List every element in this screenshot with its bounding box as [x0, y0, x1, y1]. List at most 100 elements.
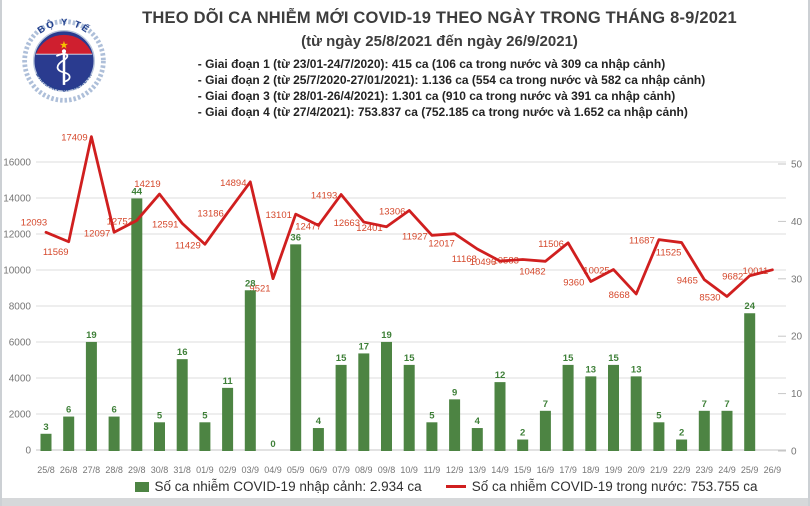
bar-value-label: 11 — [223, 376, 234, 387]
x-axis-label: 19/9 — [605, 465, 623, 475]
x-axis-label: 09/8 — [378, 465, 396, 475]
bar-value-label: 4 — [316, 416, 322, 427]
imported-bar-swatch — [134, 481, 149, 492]
imported-cases-bar — [426, 422, 438, 451]
legend-domestic-label: Số ca nhiễm COVID-19 trong nước: 753.755… — [471, 479, 758, 494]
bar-value-label: 19 — [86, 330, 97, 341]
line-point-label: 10025 — [583, 266, 609, 277]
imported-cases-bar — [403, 364, 415, 451]
imported-cases-bar — [608, 364, 619, 451]
header: THEO DÕI CA NHIỄM MỚI COVID-19 THEO NGÀY… — [117, 9, 762, 121]
line-point-label: 8668 — [609, 290, 630, 301]
imported-cases-bar — [539, 410, 551, 451]
line-point-label: 17409 — [61, 133, 87, 144]
line-point-label: 13306 — [379, 206, 405, 217]
x-axis-label: 21/9 — [650, 465, 668, 475]
bar-value-label: 5 — [429, 410, 435, 421]
x-axis-label: 31/8 — [173, 465, 191, 475]
line-point-label: 11687 — [629, 236, 655, 247]
x-axis-label: 04/9 — [264, 465, 282, 475]
x-axis-label: 08/9 — [355, 465, 373, 475]
imported-cases-bar — [471, 428, 483, 451]
legend-imported-label: Số ca nhiễm COVID-19 nhập cảnh: 2.934 ca — [154, 479, 422, 494]
line-point-label: 12591 — [152, 219, 178, 230]
chart-legend: Số ca nhiễm COVID-19 nhập cảnh: 2.934 ca… — [2, 479, 808, 494]
imported-cases-bar — [630, 376, 642, 451]
x-axis-label: 03/9 — [242, 465, 260, 475]
imported-cases-bar — [562, 364, 574, 451]
x-axis-label: 20/9 — [627, 465, 645, 475]
logo-red-segment — [35, 34, 93, 55]
ministry-of-health-logo: ★ BỘ Y TẾ MINISTRY OF HEALTH — [22, 17, 106, 103]
x-axis-label: 27/8 — [83, 465, 101, 475]
line-point-label: 14193 — [311, 191, 337, 202]
line-point-label: 9682 — [722, 272, 743, 283]
bar-value-label: 7 — [702, 399, 707, 410]
bar-value-label: 16 — [177, 347, 188, 358]
x-axis-label: 25/8 — [37, 465, 55, 475]
x-axis-label: 02/9 — [219, 465, 237, 475]
left-axis-label: 12000 — [3, 230, 31, 241]
line-point-label: 8530 — [699, 292, 720, 303]
phase-line-4: - Giai đoạn 4 (từ 27/4/2021): 753.837 ca… — [197, 105, 688, 119]
x-axis-label: 24/9 — [718, 465, 736, 475]
imported-cases-bar — [290, 244, 302, 451]
bar-value-label: 9 — [452, 387, 457, 398]
line-point-label: 13186 — [197, 209, 223, 220]
imported-cases-bar — [653, 422, 665, 451]
bar-value-label: 36 — [290, 232, 301, 243]
bar-value-label: 5 — [656, 410, 662, 421]
line-point-label: 12093 — [21, 217, 47, 228]
page-title: THEO DÕI CA NHIỄM MỚI COVID-19 THEO NGÀY… — [142, 9, 737, 27]
x-axis-label: 30/8 — [151, 465, 169, 475]
imported-cases-bar — [585, 376, 597, 451]
covid-combo-chart: 0 2000 4000 6000 8000 10000 12000 14000 16000 0 10… — [3, 133, 803, 475]
x-axis-label: 15/9 — [514, 465, 532, 475]
imported-cases-bar — [154, 422, 165, 451]
right-axis-label: 20 — [791, 332, 803, 343]
legend-item-domestic: Số ca nhiễm COVID-19 trong nước: 753.755… — [445, 479, 758, 494]
bar-value-label: 7 — [543, 399, 548, 410]
x-axis-label: 29/8 — [128, 465, 146, 475]
page-subtitle: (từ ngày 25/8/2021 đến ngày 26/9/2021) — [301, 33, 578, 50]
bar-value-label: 13 — [586, 364, 597, 375]
line-point-label: 11506 — [538, 239, 564, 250]
imported-cases-bar — [108, 416, 120, 451]
line-point-label: 13101 — [265, 210, 291, 221]
bar-value-label: 44 — [132, 186, 143, 197]
domestic-cases-line — [44, 135, 774, 298]
line-point-label: 12401 — [356, 223, 382, 234]
imported-cases-bar — [176, 359, 188, 451]
imported-cases-bar — [40, 433, 52, 451]
bar-value-label: 6 — [66, 405, 71, 416]
bar-value-label: 2 — [679, 428, 684, 439]
bar-value-label: 15 — [563, 353, 574, 364]
x-axis-label: 28/8 — [105, 465, 123, 475]
line-point-label: 9465 — [677, 276, 698, 287]
x-axis-label: 23/9 — [696, 465, 714, 475]
star-icon: ★ — [59, 39, 69, 51]
imported-cases-bar — [494, 382, 506, 451]
bar-value-label: 24 — [744, 301, 755, 312]
x-axis-label: 13/9 — [469, 465, 487, 475]
rod-of-asclepius-icon — [55, 49, 71, 85]
x-axis-label: 01/9 — [196, 465, 214, 475]
x-axis-label: 10/9 — [400, 465, 418, 475]
left-axis-label: 10000 — [3, 266, 31, 277]
phase-summary: - Giai đoạn 1 (từ 23/01-24/7/2020): 415 … — [198, 56, 705, 120]
line-point-label: 11569 — [43, 247, 69, 258]
logo-outer-ring — [22, 19, 106, 103]
x-axis-label: 22/9 — [673, 465, 691, 475]
left-axis-label: 6000 — [9, 338, 32, 349]
line-point-label: 11525 — [656, 248, 682, 259]
line-point-label: 14219 — [134, 179, 160, 190]
bar-value-label: 7 — [724, 399, 729, 410]
imported-cases-bar — [698, 410, 710, 451]
imported-cases-bar — [449, 399, 461, 451]
left-axis-label: 14000 — [3, 194, 31, 205]
line-point-label: 12663 — [334, 218, 360, 229]
x-axis-label: 17/9 — [559, 465, 577, 475]
line-point-label: 10482 — [519, 266, 545, 277]
x-axis-label: 16/9 — [537, 465, 555, 475]
